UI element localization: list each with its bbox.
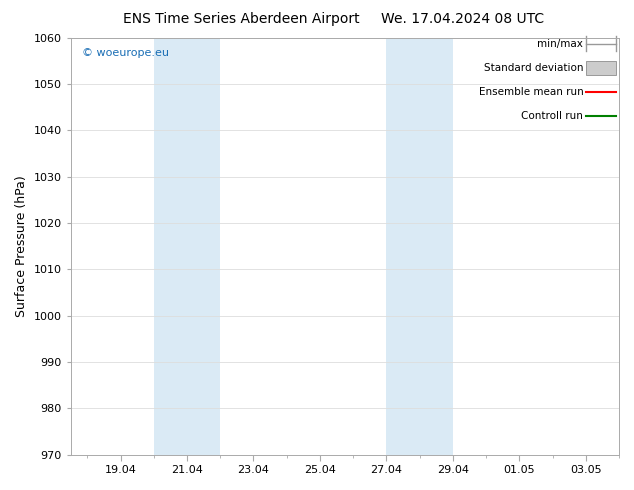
Bar — [386, 38, 453, 455]
Text: Controll run: Controll run — [522, 111, 583, 122]
Y-axis label: Surface Pressure (hPa): Surface Pressure (hPa) — [15, 175, 28, 317]
Bar — [154, 38, 220, 455]
Text: ENS Time Series Aberdeen Airport: ENS Time Series Aberdeen Airport — [122, 12, 359, 26]
Text: © woeurope.eu: © woeurope.eu — [82, 48, 169, 58]
Text: We. 17.04.2024 08 UTC: We. 17.04.2024 08 UTC — [381, 12, 545, 26]
Text: Standard deviation: Standard deviation — [484, 63, 583, 73]
Text: Ensemble mean run: Ensemble mean run — [479, 87, 583, 97]
Text: min/max: min/max — [538, 39, 583, 49]
Bar — [586, 61, 616, 75]
